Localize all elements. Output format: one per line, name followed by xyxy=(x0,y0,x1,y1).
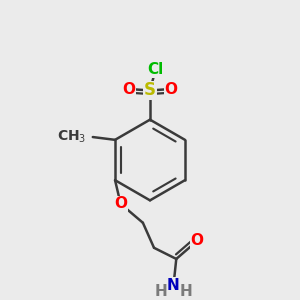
Text: O: O xyxy=(164,82,177,97)
Text: H: H xyxy=(154,284,167,299)
Text: Cl: Cl xyxy=(147,62,164,77)
Text: O: O xyxy=(190,233,204,248)
Text: CH$_3$: CH$_3$ xyxy=(56,129,86,145)
Text: O: O xyxy=(123,82,136,97)
Text: O: O xyxy=(114,196,127,211)
Text: S: S xyxy=(144,81,156,99)
Text: N: N xyxy=(167,278,180,293)
Text: H: H xyxy=(180,284,193,299)
